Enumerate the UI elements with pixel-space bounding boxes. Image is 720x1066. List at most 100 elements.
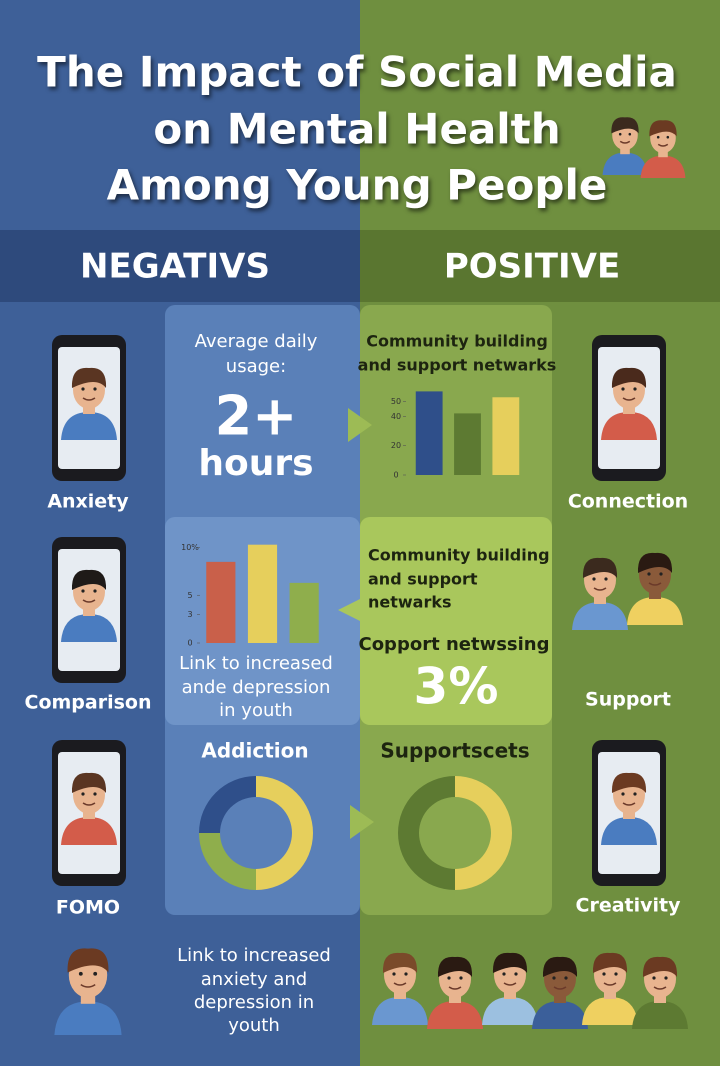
eye: [656, 135, 660, 139]
arrow: [348, 408, 372, 442]
mouth: [619, 140, 631, 144]
hair: [611, 772, 647, 793]
negative-note: depression in: [194, 992, 314, 1013]
y-tick-label: 0: [393, 471, 398, 480]
y-tick-label: 20: [391, 441, 401, 450]
mouth: [553, 986, 567, 990]
mouth: [82, 599, 96, 603]
mouth: [82, 397, 96, 401]
hair: [592, 952, 628, 973]
chart-title: and support netwarks: [358, 356, 557, 375]
hair: [542, 956, 578, 977]
title-line: Among Young People: [107, 161, 608, 210]
negative-item: Comparison: [25, 692, 152, 714]
eye: [633, 792, 637, 796]
pie-slice: [398, 776, 455, 890]
negative-heading: NEGATIVS: [80, 247, 270, 287]
eye: [652, 976, 656, 980]
pie-slice: [455, 776, 512, 890]
positive-heading: POSITIVE: [444, 247, 620, 287]
shirt: [601, 817, 657, 845]
hair: [67, 948, 109, 973]
mouth: [82, 802, 96, 806]
eye: [552, 976, 556, 980]
eye: [604, 577, 608, 581]
chart-title: Addiction: [201, 739, 308, 763]
chart-title: Supportscets: [380, 739, 529, 763]
hair: [492, 952, 528, 973]
negative-note: Link to increased: [177, 945, 331, 966]
eye: [81, 589, 85, 593]
positive-item: Support: [585, 689, 671, 711]
y-tick-label: 5: [187, 591, 192, 600]
y-tick-label: 50: [391, 397, 401, 406]
eye: [628, 132, 632, 136]
negative-item: FOMO: [56, 897, 120, 919]
bar: [415, 391, 443, 475]
usage-label: usage:: [226, 356, 286, 377]
shirt: [482, 997, 538, 1025]
hair: [437, 956, 473, 977]
eye: [664, 976, 668, 980]
usage-value: hours: [198, 443, 313, 484]
shirt: [372, 997, 428, 1025]
negative-note: youth: [228, 1015, 280, 1036]
shirt: [627, 597, 683, 625]
eye: [666, 135, 670, 139]
chart-caption: ande depression: [182, 677, 331, 698]
eye: [647, 572, 651, 576]
support-text: and support: [368, 570, 478, 589]
support-value: 3%: [414, 658, 499, 716]
title-line: The Impact of Social Media: [37, 48, 677, 97]
eye: [81, 792, 85, 796]
chart-caption: in youth: [219, 700, 293, 721]
mouth: [393, 982, 407, 986]
shirt: [54, 1001, 122, 1035]
eye: [621, 387, 625, 391]
hair: [649, 120, 677, 137]
eye: [93, 971, 98, 976]
negative-note: anxiety and: [201, 969, 307, 990]
mouth: [622, 397, 636, 401]
center-right-box: [360, 517, 552, 725]
eye: [602, 972, 606, 976]
mouth: [653, 986, 667, 990]
eye: [392, 972, 396, 976]
usage-label: Average daily: [195, 331, 318, 352]
positive-item: Connection: [568, 491, 688, 513]
mouth: [657, 143, 669, 147]
shirt: [582, 997, 638, 1025]
mouth: [80, 983, 96, 988]
eye: [447, 976, 451, 980]
mouth: [593, 587, 607, 591]
eye: [93, 792, 97, 796]
bar: [454, 413, 481, 475]
eye: [564, 976, 568, 980]
usage-value: 2+: [215, 385, 298, 448]
mouth: [622, 802, 636, 806]
chart-title: Community building: [366, 332, 548, 351]
arrow: [338, 598, 362, 622]
mouth: [603, 982, 617, 986]
eye: [659, 572, 663, 576]
shirt: [61, 412, 117, 440]
shirt: [61, 614, 117, 642]
pie-slice: [256, 776, 313, 890]
eye: [614, 972, 618, 976]
arrow: [350, 805, 374, 839]
eye: [633, 387, 637, 391]
hair: [611, 117, 639, 134]
hair: [71, 772, 107, 793]
eye: [621, 792, 625, 796]
support-text: netwarks: [368, 593, 452, 612]
eye: [93, 589, 97, 593]
chart-caption: Link to increased: [179, 653, 333, 674]
shirt: [532, 1001, 588, 1029]
bar: [492, 397, 520, 475]
eye: [81, 387, 85, 391]
shirt: [572, 602, 628, 630]
hair: [637, 552, 673, 573]
eye: [592, 577, 596, 581]
shirt: [61, 817, 117, 845]
y-tick-label: 10%: [181, 543, 199, 552]
